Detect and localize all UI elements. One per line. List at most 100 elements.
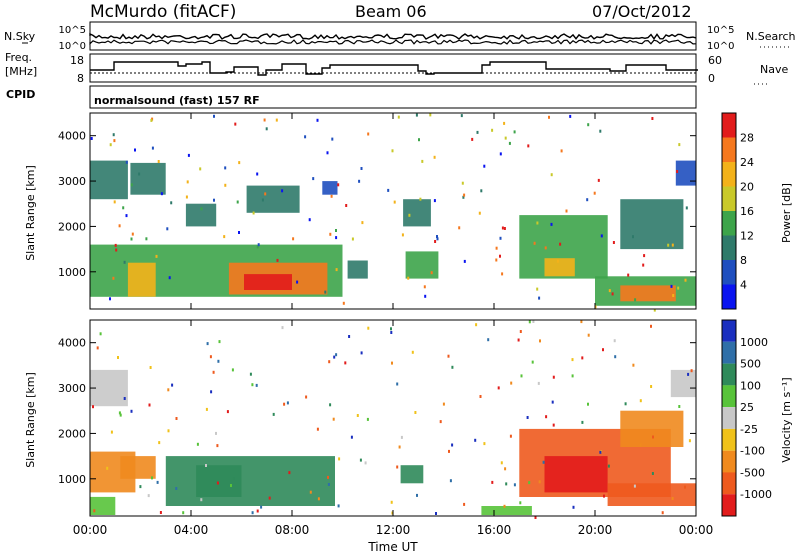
scatter-echo [408, 213, 411, 217]
scatter-echo [400, 435, 403, 439]
colorbar-tick-label: 20 [740, 181, 754, 194]
scatter-echo [671, 243, 674, 247]
scatter-echo [495, 246, 498, 250]
scatter-echo [112, 276, 115, 280]
scatter-echo [491, 128, 494, 132]
scatter-echo [93, 509, 96, 513]
scatter-echo [175, 487, 178, 490]
scatter-echo [560, 149, 563, 153]
scatter-echo [231, 368, 234, 372]
scatter-echo [479, 395, 482, 398]
scatter-echo [433, 155, 436, 159]
scatter-echo [602, 348, 604, 352]
scatter-echo [423, 285, 426, 289]
scatter-echo [499, 152, 502, 156]
velocity-y-axis-label: Slant Range [km] [24, 372, 37, 468]
scatter-echo [572, 505, 575, 509]
scatter-echo [329, 403, 332, 407]
scatter-echo [106, 466, 109, 470]
scatter-echo [632, 235, 634, 239]
scatter-echo [565, 209, 568, 213]
scatter-echo [607, 464, 610, 468]
data-region-10 [620, 410, 684, 447]
scatter-echo [587, 333, 590, 337]
data-region-7 [246, 185, 300, 213]
scatter-echo [147, 494, 150, 498]
data-region-3 [165, 456, 335, 506]
scatter-echo [501, 226, 504, 230]
scatter-echo [316, 118, 319, 122]
scatter-echo [571, 374, 574, 378]
scatter-echo [416, 493, 418, 497]
scatter-echo [113, 139, 116, 143]
nave-tick-top: 60 [708, 54, 722, 67]
y-tick-label: 2000 [58, 220, 86, 233]
noise-left-tick-bottom: 10^0 [59, 41, 86, 52]
scatter-echo [650, 324, 652, 328]
scatter-echo [499, 254, 501, 258]
scatter-echo [411, 350, 414, 354]
scatter-echo [531, 360, 534, 364]
scatter-echo [200, 207, 203, 211]
scatter-echo [571, 358, 574, 362]
scatter-echo [215, 431, 217, 435]
colorbar-segment [722, 450, 736, 473]
frequency-label-1: Freq. [5, 51, 32, 64]
scatter-echo [528, 481, 531, 485]
power-panel: 1000 2000 3000 4000 Slant Range [km] 4 8 12 16… [24, 112, 793, 312]
scatter-echo [483, 442, 486, 446]
scatter-echo [138, 172, 141, 176]
colorbar-segment [722, 363, 736, 386]
colorbar-segment [722, 211, 736, 236]
colorbar-tick-label: 4 [740, 279, 747, 292]
scatter-echo [166, 227, 169, 231]
colorbar-segment [722, 260, 736, 285]
scatter-echo [448, 449, 450, 453]
colorbar-tick-label: 500 [740, 358, 761, 371]
cpid-text: normalsound (fast) 157 RF [94, 94, 260, 107]
scatter-echo [550, 173, 553, 177]
scatter-echo [275, 118, 278, 122]
scatter-echo [342, 301, 345, 305]
scatter-echo [268, 496, 271, 500]
scatter-echo [504, 136, 507, 140]
scatter-echo [224, 183, 227, 187]
scatter-echo [639, 443, 642, 447]
scatter-echo [123, 397, 126, 400]
scatter-echo [109, 143, 112, 147]
scatter-echo [335, 229, 337, 232]
scatter-echo [536, 287, 539, 291]
scatter-echo [185, 195, 188, 199]
scatter-echo [510, 381, 513, 385]
y-tick-label: 4000 [58, 337, 86, 350]
scatter-echo [131, 232, 134, 236]
velocity-colorbar: 1000 500 100 25 -25 -100 -500 -1000 [721, 319, 772, 517]
scatter-echo [332, 417, 335, 421]
data-region-11 [403, 199, 431, 227]
scatter-echo [539, 339, 541, 343]
scatter-echo [213, 198, 215, 202]
scatter-echo [552, 375, 555, 379]
scatter-echo [256, 172, 259, 176]
colorbar-segment [722, 494, 736, 516]
scatter-echo [151, 146, 154, 150]
scatter-echo [435, 512, 437, 515]
nave-tick-bottom: 0 [708, 72, 715, 85]
scatter-echo [463, 259, 466, 263]
scatter-echo [238, 161, 241, 165]
x-tick-label: 20:00 [578, 523, 613, 537]
data-region-16 [620, 199, 684, 250]
scatter-echo [213, 114, 215, 118]
scatter-echo [391, 361, 393, 365]
data-region-2 [120, 456, 156, 479]
frequency-traces [90, 61, 698, 76]
scatter-echo [276, 258, 279, 262]
nave-label: Nave [760, 63, 788, 76]
colorbar-segment [722, 113, 736, 138]
scatter-echo [474, 438, 477, 442]
scatter-echo [396, 465, 399, 469]
noise-right-label: N.Search [746, 30, 796, 43]
scatter-echo [690, 369, 693, 373]
scatter-echo [556, 259, 559, 263]
scatter-echo [272, 412, 275, 416]
